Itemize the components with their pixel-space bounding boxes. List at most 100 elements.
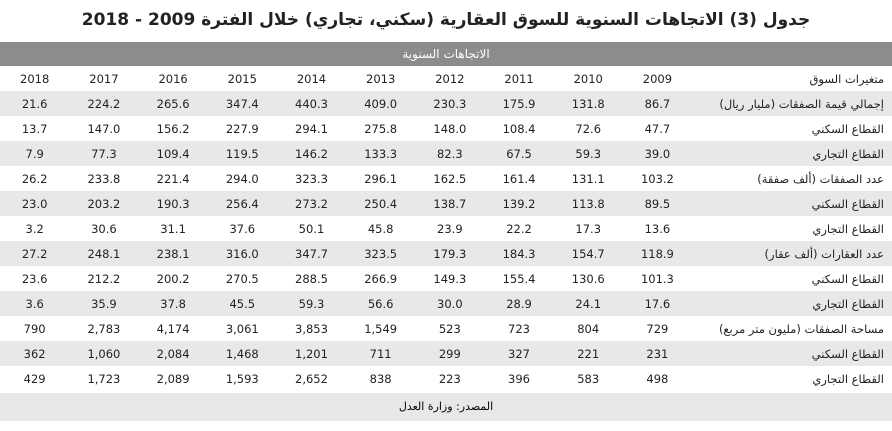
cell: 130.6: [571, 271, 605, 286]
cell: 203.2: [87, 196, 121, 211]
table-body: إجمالي قيمة الصفقات (مليار ريال) 86.7 131.…: [0, 91, 892, 391]
corner-cell: متغيرات السوق: [809, 71, 885, 86]
cell: 22.2: [506, 221, 532, 236]
row-label: القطاع السكني: [811, 196, 884, 211]
table-head: متغيرات السوق 2009 2010 2011 2012 2013 2014 20…: [0, 66, 892, 91]
cell: 108.4: [502, 121, 536, 136]
cell: 82.3: [437, 146, 463, 161]
cell: 838: [369, 371, 392, 386]
cell: 67.5: [506, 146, 532, 161]
cell: 440.3: [295, 96, 328, 111]
table-row: القطاع السكني 89.5 113.8 139.2 138.7 250.4 273…: [0, 191, 892, 216]
table-row: القطاع التجاري 39.0 59.3 67.5 82.3 133.3 146.2…: [0, 141, 892, 166]
cell: 4,174: [156, 321, 190, 336]
row-label: إجمالي قيمة الصفقات (مليار ريال): [719, 96, 884, 111]
cell: 723: [508, 321, 530, 336]
cell: 162.5: [433, 171, 467, 186]
cell: 31.1: [160, 221, 186, 236]
cell: 323.3: [295, 171, 328, 186]
cell: 59.3: [298, 296, 325, 311]
column-header: 2013: [366, 71, 396, 86]
cell: 316.0: [225, 246, 259, 261]
cell: 24.1: [575, 296, 602, 311]
cell: 288.5: [295, 271, 328, 286]
cell: 296.1: [364, 171, 398, 186]
source-note: المصدر: وزارة العدل: [0, 393, 892, 421]
cell: 429: [23, 371, 46, 386]
row-label: القطاع السكني: [811, 121, 884, 136]
cell: 2,089: [156, 371, 190, 386]
column-header: 2012: [435, 71, 465, 86]
cell: 221.4: [156, 171, 190, 186]
cell: 711: [369, 346, 392, 361]
cell: 77.3: [91, 146, 117, 161]
column-header: 2018: [20, 71, 50, 86]
cell: 256.4: [225, 196, 259, 211]
table-row: عدد العقارات (ألف عقار) 118.9 154.7 184.3 17…: [0, 241, 892, 266]
cell: 45.5: [229, 296, 256, 311]
cell: 275.8: [364, 121, 398, 136]
table-row: القطاع السكني 47.7 72.6 108.4 148.0 275.8 294.…: [0, 116, 892, 141]
table-row: عدد الصفقات (ألف صفقة) 103.2 131.1 161.4 162…: [0, 166, 892, 191]
table-row: إجمالي قيمة الصفقات (مليار ريال) 86.7 131.…: [0, 91, 892, 116]
cell: 113.8: [571, 196, 605, 211]
row-label: عدد العقارات (ألف عقار): [764, 246, 884, 261]
cell: 790: [23, 321, 46, 336]
cell: 179.3: [433, 246, 467, 261]
table-row: القطاع التجاري 13.6 17.3 22.2 23.9 45.8 50.1 37…: [0, 216, 892, 241]
cell: 270.5: [225, 271, 259, 286]
column-header: 2017: [89, 71, 119, 86]
cell: 362: [23, 346, 46, 361]
cell: 50.1: [298, 221, 325, 236]
cell: 323.5: [364, 246, 398, 261]
cell: 147.0: [87, 121, 121, 136]
cell: 347.4: [225, 96, 259, 111]
cell: 804: [577, 321, 600, 336]
cell: 89.5: [644, 196, 671, 211]
cell: 212.2: [87, 271, 121, 286]
cell: 17.3: [575, 221, 602, 236]
cell: 155.4: [502, 271, 536, 286]
cell: 1,468: [225, 346, 259, 361]
row-label: القطاع التجاري: [812, 221, 884, 236]
cell: 294.1: [295, 121, 328, 136]
cell: 299: [438, 346, 461, 361]
cell: 30.0: [437, 296, 463, 311]
cell: 35.9: [91, 296, 117, 311]
column-header: 2010: [573, 71, 603, 86]
row-label: القطاع التجاري: [812, 146, 884, 161]
cell: 184.3: [502, 246, 536, 261]
cell: 7.9: [25, 146, 44, 161]
cell: 13.7: [21, 121, 48, 136]
cell: 1,201: [295, 346, 328, 361]
cell: 1,060: [87, 346, 121, 361]
cell: 17.6: [644, 296, 671, 311]
title: جدول (3) الاتجاهات السنوية للسوق العقاري…: [81, 10, 811, 30]
cell: 118.9: [640, 246, 674, 261]
cell: 133.3: [364, 146, 398, 161]
cell: 265.6: [156, 96, 190, 111]
row-label: القطاع التجاري: [812, 296, 884, 311]
cell: 131.8: [571, 96, 605, 111]
cell: 28.9: [506, 296, 532, 311]
cell: 200.2: [156, 271, 190, 286]
cell: 72.6: [575, 121, 602, 136]
cell: 1,593: [225, 371, 259, 386]
cell: 175.9: [502, 96, 536, 111]
cell: 101.3: [640, 271, 674, 286]
cell: 146.2: [295, 146, 328, 161]
row-label: مساحة الصفقات (مليون متر مربع): [718, 321, 884, 336]
header-row: متغيرات السوق 2009 2010 2011 2012 2013 2014 20…: [0, 66, 892, 91]
cell: 161.4: [502, 171, 536, 186]
cell: 1,549: [364, 321, 398, 336]
table-row: القطاع السكني 231 221 327 299 711 1,201 1,468 2,…: [0, 341, 892, 366]
cell: 294.0: [225, 171, 259, 186]
cell: 190.3: [156, 196, 190, 211]
cell: 523: [438, 321, 461, 336]
cell: 37.6: [229, 221, 256, 236]
data-table: متغيرات السوق 2009 2010 2011 2012 2013 2014 20…: [0, 66, 892, 391]
cell: 149.3: [433, 271, 467, 286]
cell: 2,783: [87, 321, 121, 336]
row-label: عدد الصفقات (ألف صفقة): [757, 171, 884, 186]
